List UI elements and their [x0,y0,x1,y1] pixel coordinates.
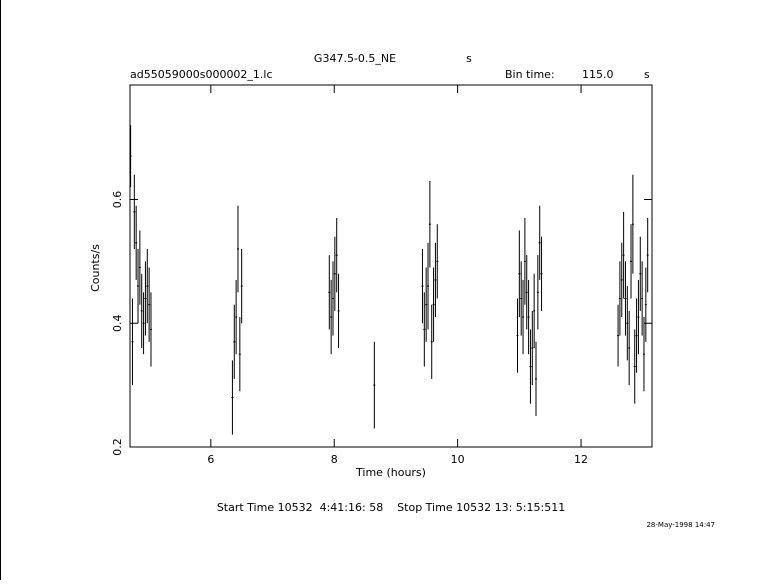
x-tick-label: 10 [451,453,465,466]
plot-frame [129,84,653,448]
chart-title: G347.5-0.5_NE [314,52,396,65]
footer: Start Time 10532 4:41:16: 58 Stop Time 1… [217,501,565,514]
x-tick-label: 6 [207,453,214,466]
x-axis-label: Time (hours) [355,466,426,479]
file-name: ad55059000s000002_1.lc [130,68,273,81]
bin-time-unit: s [644,68,650,81]
bin-time-label: Bin time: [505,68,555,81]
x-tick-label: 8 [331,453,338,466]
x-tick-label: 12 [574,453,588,466]
date-stamp: 28-May-1998 14:47 [646,521,715,529]
title-unit: s [466,52,472,65]
y-axis-label: Counts/s [89,244,102,292]
y-tick-label: 0.4 [111,314,124,332]
y-tick-label: 0.2 [111,438,124,456]
bin-time-value: 115.0 [582,68,614,81]
y-tick-label: 0.6 [111,191,124,209]
